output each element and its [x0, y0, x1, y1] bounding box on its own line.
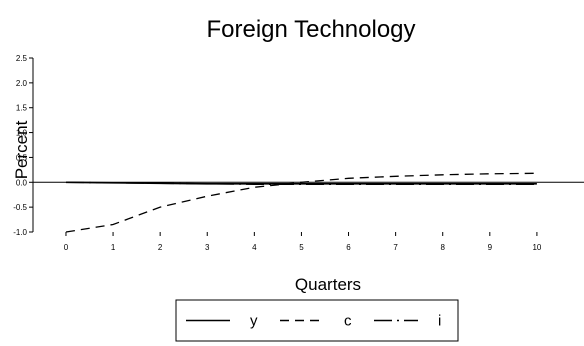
y-tick-label: 2.5: [16, 54, 28, 63]
y-tick-label: -0.5: [13, 203, 27, 212]
y-axis-label: Percent: [12, 120, 31, 179]
series-line-i: [65, 181, 537, 185]
series-line-c: [65, 172, 537, 233]
chart-title: Foreign Technology: [206, 16, 415, 43]
legend-label-c: c: [344, 313, 352, 330]
plot-area: -1.0 -0.5 0.0 0.5 1.0 1.5 2.0 2.5 0 1 2 3 4 5 6 7 8 9 10: [13, 54, 584, 252]
x-tick-label: 5: [299, 243, 304, 252]
x-tick-label: 7: [393, 243, 398, 252]
x-tick-label: 10: [532, 243, 541, 252]
x-tick-label: 6: [346, 243, 351, 252]
legend-label-y: y: [250, 313, 258, 330]
y-tick-label: -1.0: [13, 228, 27, 237]
y-tick-label: 1.0: [16, 129, 28, 138]
x-tick-label: 3: [205, 243, 210, 252]
x-tick-label: 4: [252, 243, 257, 252]
y-tick-label: 1.5: [16, 104, 28, 113]
x-tick-label: 0: [64, 243, 69, 252]
y-tick-label: 0.5: [16, 153, 28, 162]
x-tick-label: 2: [158, 243, 163, 252]
y-tick-label: 2.0: [16, 79, 28, 88]
x-axis-label: Quarters: [295, 275, 361, 294]
x-tick-label: 9: [488, 243, 493, 252]
x-tick-label: 8: [440, 243, 445, 252]
legend-label-i: i: [438, 313, 441, 330]
x-tick-label: 1: [111, 243, 116, 252]
y-tick-label: 0.0: [16, 178, 28, 187]
